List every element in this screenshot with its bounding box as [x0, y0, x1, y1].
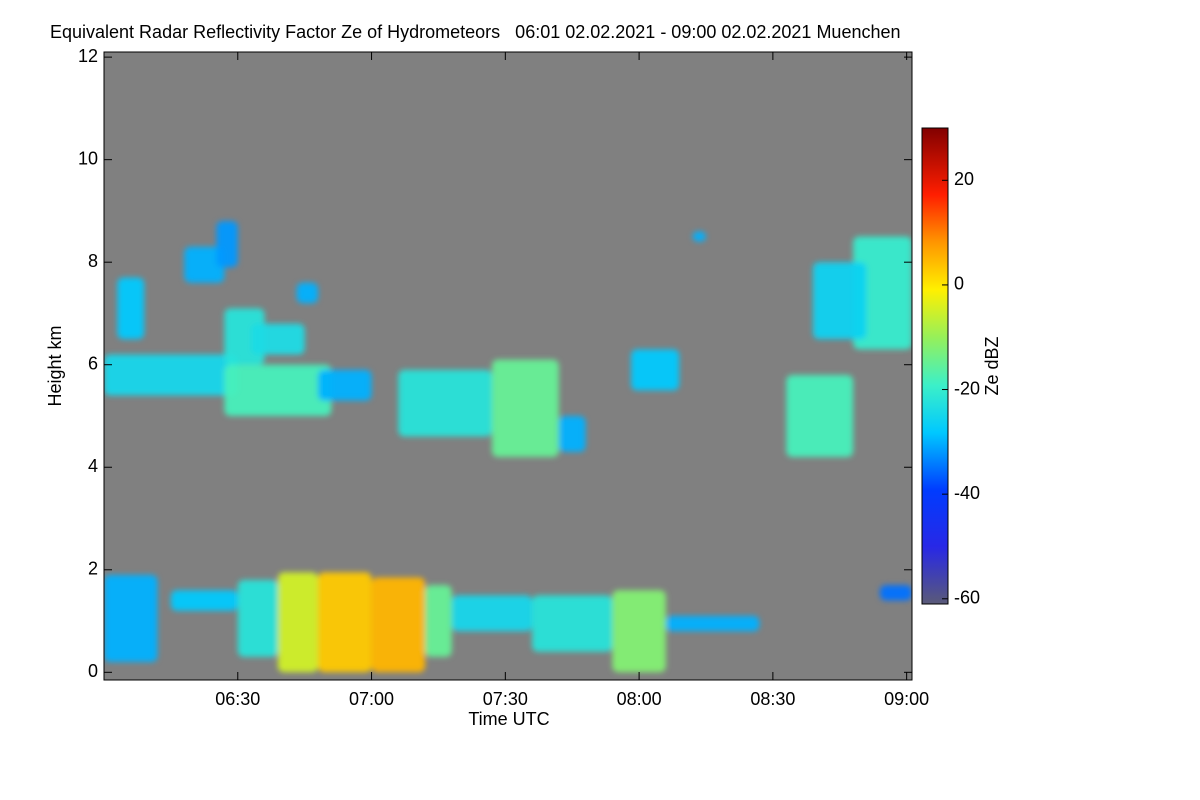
y-axis-label: Height km [45, 325, 65, 406]
echo-cell [104, 354, 238, 396]
colorbar-tick-label: -60 [954, 588, 980, 608]
plot-area [103, 51, 913, 681]
echo-cell [224, 364, 332, 416]
echo-cell [558, 415, 586, 452]
colorbar-tick-label: 0 [954, 274, 964, 294]
echo-cell [117, 277, 145, 340]
echo-cell [170, 590, 238, 611]
echo-cell [665, 615, 760, 632]
cells [104, 221, 912, 673]
y-tick-label: 12 [78, 46, 98, 66]
echo-cell [184, 246, 225, 283]
colorbar [921, 127, 949, 605]
echo-cell [251, 323, 305, 355]
echo-cell [296, 282, 319, 304]
x-tick-label: 07:00 [349, 689, 394, 709]
y-tick-label: 10 [78, 148, 98, 168]
colorbar-tick-label: 20 [954, 169, 974, 189]
colorbar-tick-label: -40 [954, 483, 980, 503]
echo-cell [612, 590, 666, 673]
echo-cell [532, 595, 613, 652]
y-tick-label: 8 [88, 251, 98, 271]
colorbar-label: Ze dBZ [982, 336, 1002, 395]
echo-cell [879, 585, 912, 601]
chart-title: Equivalent Radar Reflectivity Factor Ze … [50, 22, 901, 42]
echo-cell [318, 369, 372, 401]
x-axis-label: Time UTC [468, 709, 549, 729]
y-tick-label: 6 [88, 353, 98, 373]
y-tick-label: 0 [88, 661, 98, 681]
x-tick-label: 08:00 [617, 689, 662, 709]
echo-cell [371, 577, 426, 673]
plot-frame [103, 51, 913, 681]
echo-cell [237, 580, 278, 657]
echo-cell [451, 595, 533, 632]
echo-cell [318, 572, 372, 673]
y-tick-label: 4 [88, 456, 98, 476]
x-tick-label: 09:00 [884, 689, 929, 709]
echo-cell [786, 374, 854, 457]
x-tick-label: 06:30 [215, 689, 260, 709]
x-tick-label: 07:30 [483, 689, 528, 709]
echo-cell [813, 262, 867, 340]
echo-cell [425, 585, 452, 657]
y-tick-label: 2 [88, 559, 98, 579]
echo-cell [491, 359, 559, 457]
echo-cell [398, 369, 492, 437]
echo-cell [853, 236, 912, 350]
echo-cell [631, 349, 680, 391]
x-tick-label: 08:30 [750, 689, 795, 709]
echo-cell [277, 572, 319, 673]
echo-cell [104, 574, 158, 663]
colorbar-tick-label: -20 [954, 378, 980, 398]
echo-cell [692, 231, 706, 242]
echo-cell [216, 221, 238, 268]
